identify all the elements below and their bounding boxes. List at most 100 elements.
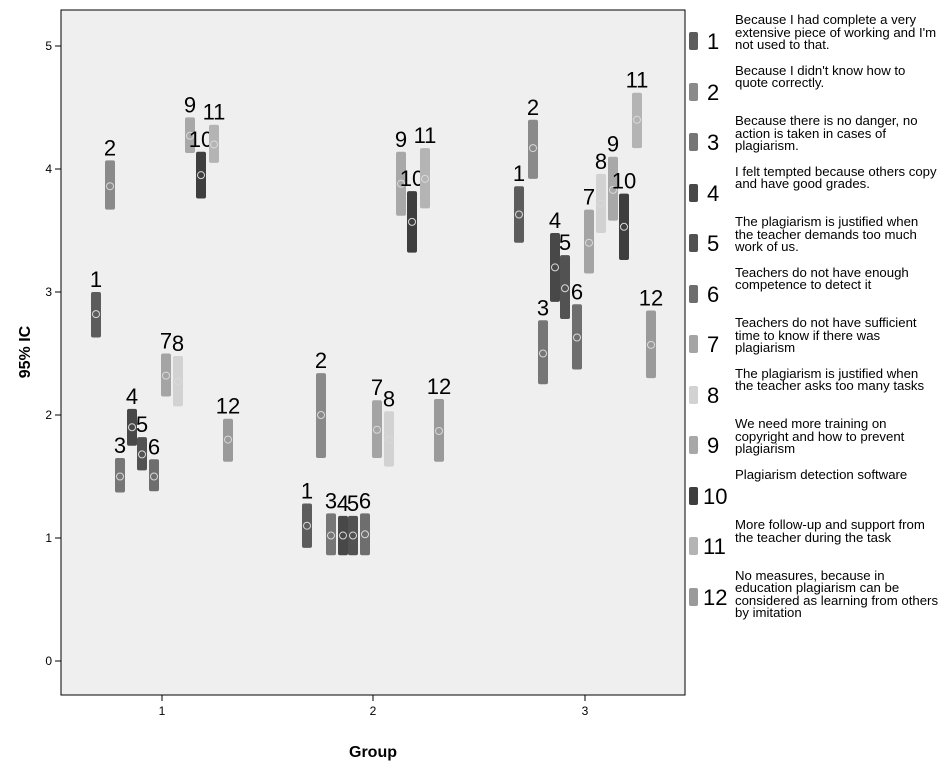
legend-number: 1 (707, 29, 720, 54)
bar-label: 10 (612, 169, 636, 194)
legend-text: No measures, because in education plagia… (735, 567, 939, 621)
bar-label: 2 (104, 135, 116, 160)
bar-label: 5 (347, 491, 359, 516)
legend-swatch (689, 183, 698, 202)
bar-label: 5 (136, 412, 148, 437)
legend-swatch (689, 234, 698, 252)
y-axis-title: 95% IC (17, 325, 34, 378)
error-bar-s6-g2 (360, 513, 370, 556)
error-bar-s2-g2 (316, 373, 326, 459)
mean-marker (515, 210, 523, 219)
legend-number: 5 (707, 231, 720, 256)
legend-number: 7 (707, 332, 720, 357)
error-bar-s8-g1 (173, 355, 183, 407)
legend-item: 2 Because I didn't know how to quote corr… (683, 63, 939, 114)
mean-marker (385, 435, 393, 444)
legend-text: We need more training on copyright and h… (735, 416, 905, 457)
error-bar-s5-g2 (348, 515, 358, 556)
error-bar-s6-g1 (149, 459, 159, 492)
error-bar-s7-g2 (372, 400, 382, 459)
error-bar-s7-g3 (584, 209, 594, 274)
legend-text: Because there is no danger, no action is… (735, 113, 918, 154)
legend-text: More follow-up and support from the teac… (735, 517, 925, 545)
y-tick-label: 3 (45, 285, 52, 299)
legend-swatch (689, 82, 698, 101)
legend-text: Because I had complete a very extensive … (735, 12, 937, 53)
x-axis-title: Group (349, 744, 397, 761)
legend-item: 7 Teachers do not have sufficient time to… (683, 315, 939, 366)
bar-label: 4 (126, 384, 138, 409)
error-bar-s1-g1 (91, 292, 101, 338)
plot-area (60, 9, 686, 696)
legend-text: Because I didn't know how to quote corre… (735, 62, 906, 91)
legend-text: Teachers do not have sufficient time to … (735, 315, 917, 356)
x-tick-label: 2 (370, 704, 377, 718)
mean-marker (408, 217, 416, 226)
mean-marker (197, 171, 205, 180)
mean-marker (435, 426, 443, 435)
mean-marker (551, 263, 559, 272)
legend-swatch (689, 486, 698, 505)
mean-marker (421, 174, 429, 183)
error-bar-s12-g1 (223, 418, 233, 462)
legend-item: 9 We need more training on copyright and … (683, 416, 939, 467)
error-bar-s1-g3 (514, 186, 524, 243)
error-bar-s11-g1 (209, 124, 219, 163)
bar-label: 11 (414, 123, 437, 148)
mean-marker (224, 435, 232, 444)
y-tick-label: 5 (45, 39, 52, 53)
legend-item: 8 The plagiarism is justified when the te… (683, 366, 939, 417)
error-bar-s8-g2 (384, 411, 394, 467)
bar-label: 11 (203, 100, 226, 125)
legend-text: The plagiarism is justified when the tea… (735, 365, 925, 394)
mean-marker (303, 521, 311, 530)
legend-number: 3 (707, 130, 720, 155)
legend-text: Teachers do not have enough competence t… (735, 264, 909, 293)
mean-marker (210, 140, 218, 149)
mean-marker (339, 531, 347, 540)
error-bar-s3-g1 (115, 458, 125, 493)
error-bar-s9-g3 (608, 156, 618, 221)
mean-marker (92, 310, 100, 319)
legend-number: 9 (707, 433, 720, 458)
legend-swatch (689, 133, 698, 151)
mean-marker (597, 199, 605, 208)
bar-label: 6 (359, 488, 371, 513)
error-bar-s8-g3 (596, 173, 606, 233)
error-bar-s5-g3 (560, 255, 570, 320)
mean-marker (561, 284, 569, 293)
legend-swatch (689, 537, 698, 555)
bar-label: 2 (527, 95, 539, 120)
error-bar-s12-g3 (646, 310, 656, 379)
error-bar-s2-g3 (528, 119, 538, 179)
legend-number: 6 (707, 281, 720, 307)
bar-label: 7 (583, 185, 595, 210)
legend-number: 8 (707, 382, 720, 408)
mean-marker (128, 423, 136, 432)
mean-marker (585, 238, 593, 247)
mean-marker (609, 185, 617, 194)
bar-label: 6 (148, 434, 160, 459)
mean-marker (373, 425, 381, 434)
bar-label: 1 (513, 161, 525, 186)
y-tick-label: 4 (45, 162, 52, 176)
legend-number: 12 (703, 584, 728, 610)
error-bar-s11-g2 (420, 148, 430, 209)
bar-label: 12 (427, 374, 451, 399)
mean-marker (116, 472, 124, 481)
mean-marker (361, 530, 369, 539)
bar-label: 8 (383, 386, 395, 411)
error-bar-s6-g3 (572, 304, 582, 370)
error-bar-s3-g3 (538, 320, 548, 385)
bar-label: 3 (114, 433, 126, 458)
legend-number: 11 (703, 534, 726, 559)
error-bar-s5-g1 (137, 437, 147, 471)
bar-label: 9 (184, 92, 196, 117)
bar-label: 1 (301, 479, 313, 504)
mean-marker (397, 179, 405, 188)
legend-item: 3 Because there is no danger, no action i… (683, 113, 939, 164)
bar-label: 9 (395, 127, 407, 152)
legend-number: 4 (707, 180, 720, 206)
mean-marker (573, 333, 581, 342)
x-tick-label: 3 (582, 704, 589, 718)
